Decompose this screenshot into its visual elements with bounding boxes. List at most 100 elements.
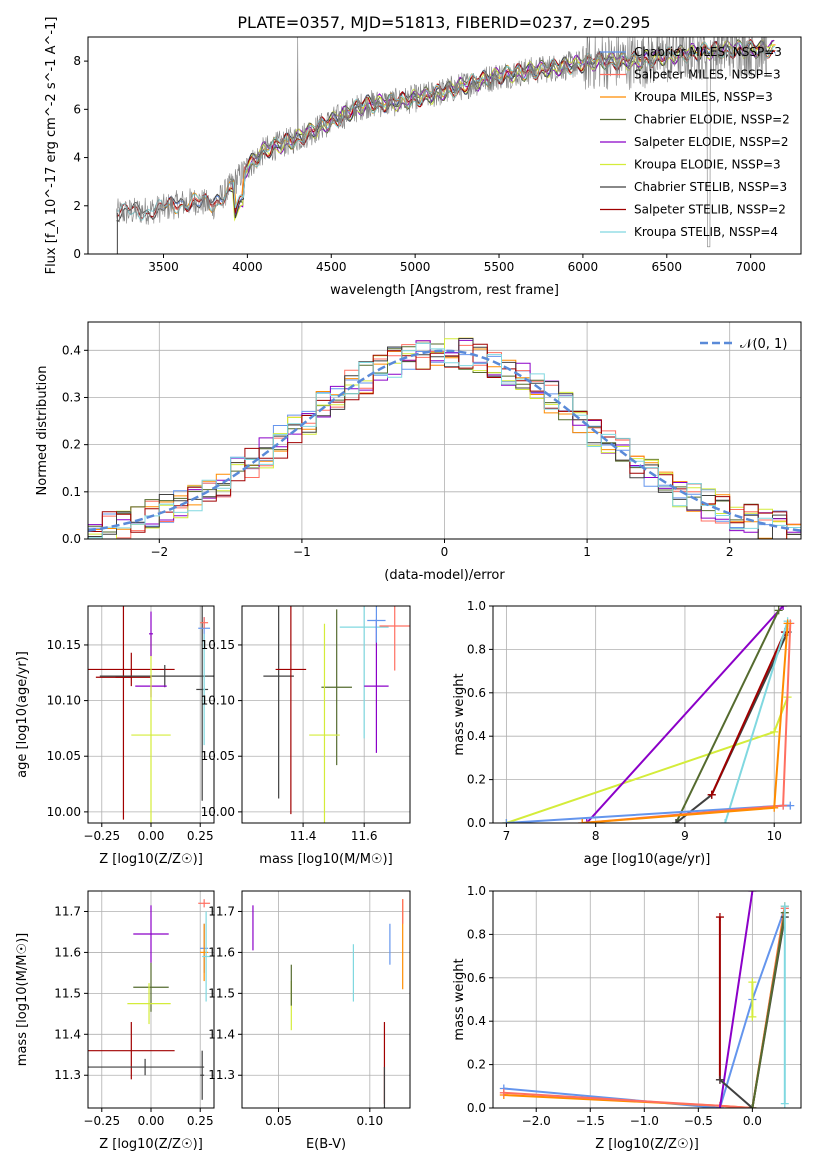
- series-marker: [502, 819, 511, 823]
- x-tick-label: 1: [583, 545, 591, 559]
- y-tick-label: 0.2: [467, 773, 486, 787]
- y-tick-label: 0.8: [467, 927, 486, 941]
- y-tick-label: 0.4: [467, 1014, 486, 1028]
- x-tick-label: 0: [441, 545, 449, 559]
- series-marker: [774, 606, 783, 615]
- y-tick-label: 10.10: [201, 694, 235, 708]
- series-marker: [748, 891, 757, 895]
- x-tick-label: 0.25: [187, 1114, 214, 1128]
- legend-label: Kroupa STELIB, NSSP=4: [634, 225, 778, 239]
- y-tick-label: 11.5: [208, 986, 235, 1000]
- x-tick-label: 5000: [400, 260, 431, 274]
- y-tick-label: 0.0: [62, 532, 81, 546]
- axes-frame: [492, 890, 802, 1109]
- y-axis-label: mass weight: [452, 673, 467, 755]
- y-tick-label: 1.0: [467, 884, 486, 898]
- series-marker: [578, 819, 587, 823]
- legend-label: Salpeter MILES, NSSP=3: [634, 68, 781, 82]
- x-axis-label: wavelength [Angstrom, rest frame]: [330, 283, 559, 298]
- panel-age_vs_mass: 11.4 11.6 10.00 10.05 10.10 10.15 mass [log10(…: [201, 605, 411, 867]
- y-tick-label: 0.4: [62, 343, 81, 357]
- plot-area: [88, 606, 214, 823]
- legend-label: 𝒩(0, 1): [740, 337, 787, 352]
- y-tick-label: 11.4: [54, 1027, 81, 1041]
- y-tick-label: 0.0: [467, 816, 486, 830]
- figure-title: PLATE=0357, MJD=51813, FIBERID=0237, z=0…: [237, 13, 650, 32]
- axes-frame: [241, 605, 411, 824]
- series-marker: [779, 606, 788, 610]
- x-axis-label: Z [log10(Z/Z☉)]: [99, 852, 203, 867]
- y-tick-label: 11.7: [208, 904, 235, 918]
- series-marker: [707, 790, 716, 799]
- y-tick-label: 0.8: [467, 642, 486, 656]
- plot-area: [499, 891, 789, 1108]
- hist-step-kroupa_stelib: [88, 342, 801, 539]
- series-marker: [770, 803, 779, 812]
- series-marker: [715, 1075, 724, 1084]
- legend-label: Chabrier ELODIE, NSSP=2: [634, 113, 790, 127]
- panel-mass_vs_Z: −0.25 0.00 0.25 11.3 11.4 11.5 11.6 11.7 Z [log1…: [15, 890, 215, 1152]
- panel-mass_vs_ebv: 0.05 0.10 11.3 11.4 11.5 11.6 11.7 E(B-V): [208, 890, 411, 1152]
- x-tick-label: 2: [726, 545, 734, 559]
- y-tick-label: 0.0: [467, 1101, 486, 1115]
- x-tick-label: 6500: [652, 260, 683, 274]
- y-tick-label: 0.3: [62, 390, 81, 404]
- series-marker: [499, 1088, 508, 1097]
- x-axis-label: mass [log10(M/M☉)]: [259, 852, 392, 867]
- x-tick-label: 9: [681, 829, 689, 843]
- legend: Chabrier MILES, NSSP=3 Salpeter MILES, NS…: [600, 45, 790, 239]
- series-line-kroupa_stelib: [724, 620, 789, 823]
- series-line-salpeter_stelib: [710, 631, 786, 796]
- x-tick-label: 0.25: [187, 829, 214, 843]
- x-tick-label: 0.0: [743, 1114, 762, 1128]
- series-marker: [748, 1104, 757, 1108]
- x-tick-label: 0.05: [265, 1114, 292, 1128]
- series-line-salpeter_elodie: [718, 891, 754, 1108]
- x-tick-label: 4000: [232, 260, 263, 274]
- x-tick-label: 0.00: [138, 1114, 165, 1128]
- x-axis-label: (data-model)/error: [384, 568, 505, 583]
- legend-label: Salpeter ELODIE, NSSP=2: [634, 135, 789, 149]
- y-tick-label: 10.05: [47, 749, 81, 763]
- y-tick-label: 11.3: [208, 1068, 235, 1082]
- axes-frame: [492, 605, 802, 824]
- y-tick-label: 11.5: [54, 986, 81, 1000]
- y-tick-label: 10.05: [201, 749, 235, 763]
- panel-age_vs_Z: −0.25 0.00 0.25 10.00 10.05 10.10 10.15 Z [log1…: [15, 605, 215, 867]
- x-tick-label: 4500: [316, 260, 347, 274]
- plot-area: [116, 37, 776, 254]
- y-tick-label: 11.4: [208, 1027, 235, 1041]
- x-axis-label: age [log10(age/yr)]: [584, 852, 711, 867]
- y-tick-label: 1.0: [467, 599, 486, 613]
- x-tick-label: 7: [503, 829, 511, 843]
- y-axis-label: Normed distribution: [35, 366, 50, 496]
- plot-area: [502, 606, 795, 823]
- y-axis-label: age [log10(age/yr)]: [15, 651, 30, 778]
- x-axis-label: E(B-V): [306, 1137, 346, 1152]
- y-tick-label: 0.6: [467, 686, 486, 700]
- series-line-salpeter_elodie: [585, 606, 784, 823]
- series-marker: [672, 819, 681, 823]
- panel-mass_weight_vs_age: 7 8 9 10 0.0 0.2 0.4 0.6 0.8 1.0 age [log10(age/yr…: [452, 599, 802, 867]
- legend: 𝒩(0, 1): [700, 337, 787, 352]
- legend-label: Chabrier MILES, NSSP=3: [634, 45, 782, 59]
- legend-label: Kroupa ELODIE, NSSP=3: [634, 158, 781, 172]
- plot-area: [252, 899, 404, 1108]
- legend-label: Kroupa MILES, NSSP=3: [634, 90, 773, 104]
- series-marker: [783, 619, 792, 628]
- y-axis-label: Flux [f_λ 10^-17 erg cm^-2 s^-1 A^-1]: [44, 17, 59, 275]
- y-tick-label: 10.00: [201, 805, 235, 819]
- series-marker: [715, 1104, 724, 1108]
- x-tick-label: −0.5: [684, 1114, 713, 1128]
- x-tick-label: −1: [293, 545, 311, 559]
- observed-spectrum: [116, 37, 768, 248]
- x-tick-label: 5500: [484, 260, 515, 274]
- y-tick-label: 0: [73, 247, 81, 261]
- series-line-chabrier_elodie: [675, 609, 780, 823]
- axes-frame: [241, 890, 411, 1109]
- series-marker: [770, 727, 779, 736]
- series-line-chabrier_miles: [503, 908, 786, 1108]
- y-tick-label: 6: [73, 102, 81, 116]
- x-tick-label: −2.0: [522, 1114, 551, 1128]
